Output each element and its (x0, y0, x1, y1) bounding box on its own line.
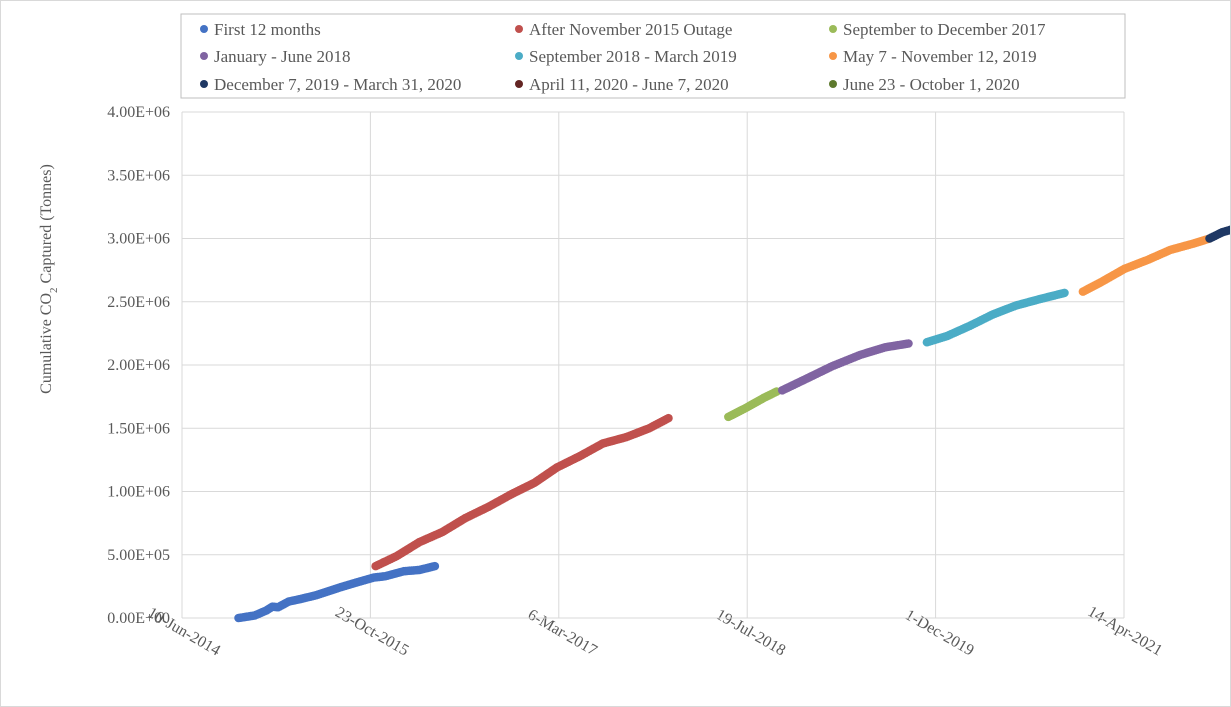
axes: 0.00E+00 5.00E+05 1.00E+06 1.50E+06 2.00E+06… (107, 104, 1165, 659)
x-tick-label: 23-Oct-2015 (332, 604, 411, 660)
y-tick-label: 1.00E+06 (107, 484, 170, 501)
data-point (1227, 225, 1230, 234)
data-point (664, 413, 673, 423)
series-group (371, 413, 673, 571)
legend-box (180, 13, 1126, 99)
x-tick-label: 1-Dec-2019 (902, 607, 977, 660)
legend-marker (200, 52, 208, 60)
y-tick-label: 5.00E+05 (107, 547, 170, 564)
legend-entry-label: September to December 2017 (843, 20, 1046, 39)
y-tick-label: 3.50E+06 (107, 167, 170, 184)
series-group (1205, 225, 1230, 243)
gridlines (181, 111, 1125, 619)
y-axis-title: Cumulative CO2 Captured (Tonnes) (38, 164, 60, 394)
legend-marker (829, 80, 837, 88)
legend-marker (515, 25, 523, 33)
x-tick-label: 14-Apr-2021 (1085, 603, 1166, 659)
legend-entry-label: September 2018 - March 2019 (529, 47, 737, 66)
legend-entry-label: December 7, 2019 - March 31, 2020 (214, 75, 461, 94)
series-group (1078, 234, 1214, 296)
legend: First 12 months After November 2015 Outag… (180, 13, 1126, 99)
legend-marker (515, 52, 523, 60)
x-tick-label: 19-Jul-2018 (713, 606, 788, 659)
legend-marker (200, 80, 208, 88)
legend-marker (200, 25, 208, 33)
y-tick-label: 3.00E+06 (107, 231, 170, 248)
legend-entry-label: April 11, 2020 - June 7, 2020 (529, 75, 729, 94)
data-point (430, 561, 440, 571)
y-axis-title-prefix: Cumulative CO (38, 293, 55, 394)
y-tick-label: 4.00E+06 (107, 104, 170, 121)
y-tick-label: 2.00E+06 (107, 357, 170, 374)
legend-entry-label: First 12 months (214, 20, 321, 39)
x-tick-label: 10-Jun-2014 (145, 604, 224, 659)
y-tick-label: 0.00E+00 (107, 610, 170, 627)
legend-marker (829, 52, 837, 60)
series-group (234, 561, 440, 623)
y-tick-label: 2.50E+06 (107, 294, 170, 311)
legend-entry-label: January - June 2018 (214, 47, 350, 66)
legend-entry-label: June 23 - October 1, 2020 (843, 75, 1020, 94)
y-axis-title-suffix: Captured (Tonnes) (38, 164, 55, 287)
data-point (904, 339, 913, 348)
legend-entry-label: After November 2015 Outage (529, 20, 732, 39)
x-tick-label: 6-Mar-2017 (525, 606, 600, 659)
legend-marker (829, 25, 837, 33)
series-group (922, 288, 1069, 347)
data-point (1060, 288, 1069, 298)
y-axis-title-subscript: 2 (48, 287, 60, 293)
legend-marker (515, 80, 523, 88)
y-tick-label: 1.50E+06 (107, 420, 170, 437)
series-group (777, 339, 913, 395)
data-series (234, 225, 1230, 623)
legend-entry-label: May 7 - November 12, 2019 (843, 47, 1037, 66)
series-group (724, 387, 781, 422)
